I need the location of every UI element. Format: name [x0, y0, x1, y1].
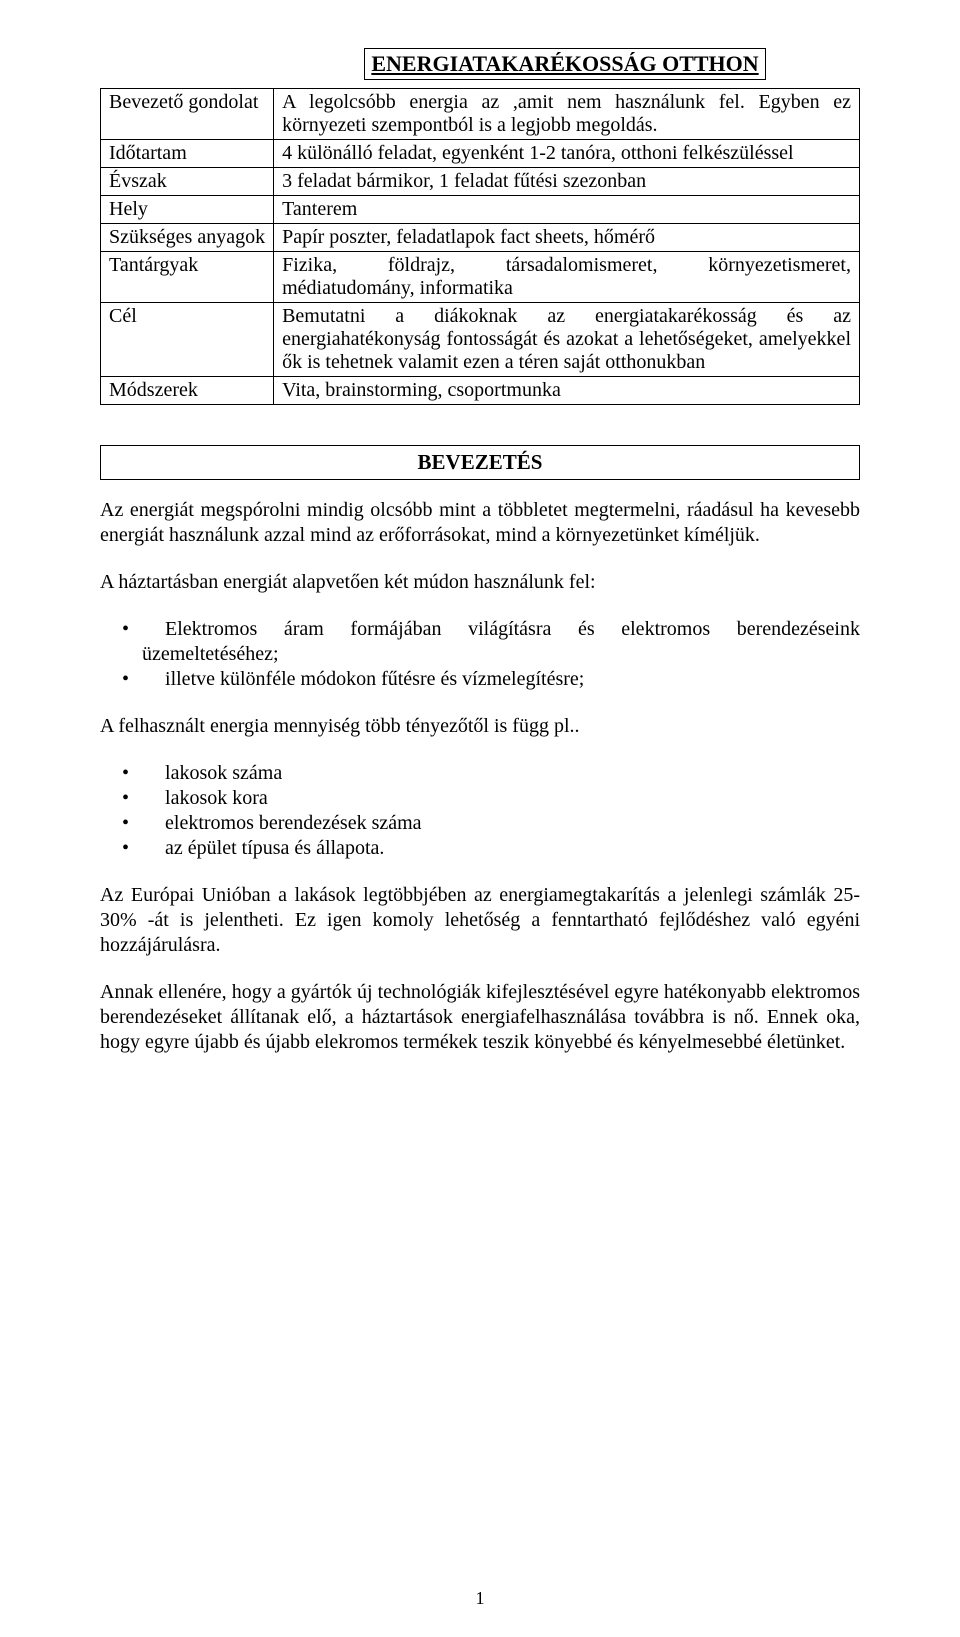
row-label: Időtartam — [101, 140, 274, 168]
list-item: elektromos berendezések száma — [100, 811, 860, 836]
row-value: Fizika, földrajz, társadalomismeret, kör… — [274, 252, 860, 303]
document-page: ENERGIATAKARÉKOSSÁG OTTHON Bevezető gond… — [0, 0, 960, 1637]
row-value: Bemutatni a diákoknak az energiatakaréko… — [274, 303, 860, 377]
table-row: Szükséges anyagok Papír poszter, feladat… — [101, 224, 860, 252]
page-number: 1 — [0, 1588, 960, 1609]
bullet-list: lakosok száma lakosok kora elektromos be… — [100, 761, 860, 861]
row-label: Hely — [101, 196, 274, 224]
title-wrap: ENERGIATAKARÉKOSSÁG OTTHON — [100, 48, 860, 80]
table-row: Bevezető gondolat A legolcsóbb energia a… — [101, 89, 860, 140]
table-row: Tantárgyak Fizika, földrajz, társadalomi… — [101, 252, 860, 303]
table-row: Időtartam 4 különálló feladat, egyenként… — [101, 140, 860, 168]
list-item: Elektromos áram formájában világításra é… — [100, 617, 860, 667]
row-label: Tantárgyak — [101, 252, 274, 303]
table-row: Módszerek Vita, brainstorming, csoportmu… — [101, 377, 860, 405]
row-value: A legolcsóbb energia az ,amit nem haszná… — [274, 89, 860, 140]
paragraph: Az energiát megspórolni mindig olcsóbb m… — [100, 498, 860, 548]
row-value: 4 különálló feladat, egyenként 1-2 tanór… — [274, 140, 860, 168]
list-item: illetve különféle módokon fűtésre és víz… — [100, 667, 860, 692]
list-item: az épület típusa és állapota. — [100, 836, 860, 861]
row-label: Módszerek — [101, 377, 274, 405]
document-title: ENERGIATAKARÉKOSSÁG OTTHON — [364, 48, 765, 80]
bullet-list: Elektromos áram formájában világításra é… — [100, 617, 860, 692]
row-label: Évszak — [101, 168, 274, 196]
list-item: lakosok kora — [100, 786, 860, 811]
table-row: Hely Tanterem — [101, 196, 860, 224]
info-table: Bevezető gondolat A legolcsóbb energia a… — [100, 88, 860, 405]
paragraph: Annak ellenére, hogy a gyártók új techno… — [100, 980, 860, 1055]
row-value: Papír poszter, feladatlapok fact sheets,… — [274, 224, 860, 252]
body-text: Az energiát megspórolni mindig olcsóbb m… — [100, 498, 860, 1055]
list-lead: A felhasznált energia mennyiség több tén… — [100, 714, 860, 739]
table-row: Cél Bemutatni a diákoknak az energiataka… — [101, 303, 860, 377]
row-value: Tanterem — [274, 196, 860, 224]
row-value: Vita, brainstorming, csoportmunka — [274, 377, 860, 405]
table-row: Évszak 3 feladat bármikor, 1 feladat fűt… — [101, 168, 860, 196]
list-item: lakosok száma — [100, 761, 860, 786]
row-value: 3 feladat bármikor, 1 feladat fűtési sze… — [274, 168, 860, 196]
row-label: Bevezető gondolat — [101, 89, 274, 140]
list-lead: A háztartásban energiát alapvetően két m… — [100, 570, 860, 595]
row-label: Szükséges anyagok — [101, 224, 274, 252]
section-heading: BEVEZETÉS — [100, 445, 860, 480]
paragraph: Az Európai Unióban a lakások legtöbbjébe… — [100, 883, 860, 958]
row-label: Cél — [101, 303, 274, 377]
